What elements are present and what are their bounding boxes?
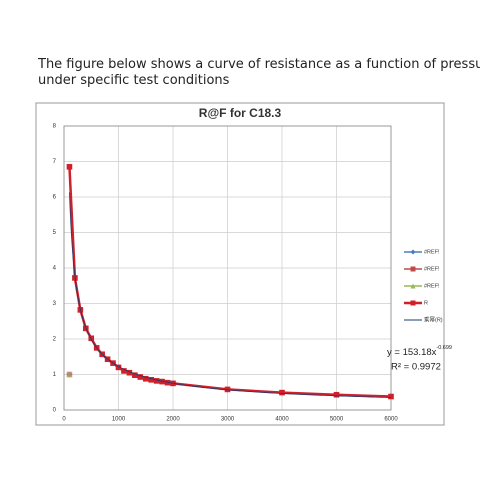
marker bbox=[410, 300, 416, 306]
equation-part: y = bbox=[387, 347, 403, 358]
marker bbox=[142, 375, 149, 382]
marker bbox=[164, 379, 171, 386]
y-tick-label: 5 bbox=[53, 230, 57, 236]
marker bbox=[153, 378, 160, 384]
marker bbox=[115, 364, 122, 371]
marker bbox=[159, 378, 165, 385]
y-tick-label: 2 bbox=[53, 337, 57, 343]
equation-part: -0.699 bbox=[436, 345, 452, 351]
equation-part: x bbox=[432, 347, 437, 358]
legend-label: R bbox=[424, 300, 428, 306]
caption-line: The figure below shows a curve of resist… bbox=[38, 57, 480, 72]
marker bbox=[333, 391, 340, 398]
x-tick-label: 4000 bbox=[275, 417, 289, 423]
marker bbox=[126, 369, 133, 376]
plot-area bbox=[63, 125, 392, 411]
marker bbox=[66, 371, 73, 378]
y-tick-label: 7 bbox=[53, 159, 57, 165]
y-tick-label: 8 bbox=[53, 124, 57, 130]
marker bbox=[148, 377, 154, 383]
legend-label: #REF! bbox=[424, 249, 440, 255]
legend-label: #REF! bbox=[424, 266, 440, 272]
x-tick-label: 2000 bbox=[166, 417, 180, 423]
legend-label: 乘幂(R) bbox=[424, 315, 443, 323]
y-tick-label: 6 bbox=[53, 195, 57, 201]
y-tick-label: 4 bbox=[53, 266, 57, 272]
legend-label: #REF! bbox=[424, 283, 440, 289]
trendline bbox=[69, 192, 392, 398]
x-tick-label: 5000 bbox=[330, 417, 344, 423]
x-tick-label: 6000 bbox=[384, 417, 398, 423]
x-tick-label: 0 bbox=[62, 417, 66, 423]
chart-title: R@F for C18.3 bbox=[199, 106, 282, 120]
marker bbox=[388, 393, 394, 400]
trend-equation: y = 153.18x-0.699 bbox=[387, 345, 452, 357]
marker bbox=[121, 368, 127, 374]
marker bbox=[224, 386, 231, 393]
chart-frame bbox=[35, 102, 445, 426]
marker bbox=[132, 372, 138, 379]
y-tick-label: 0 bbox=[53, 408, 57, 414]
x-tick-label: 1000 bbox=[112, 417, 126, 423]
equation-part: 153.18 bbox=[403, 347, 432, 358]
marker bbox=[410, 283, 416, 289]
r-squared: R² = 0.9972 bbox=[391, 362, 441, 373]
y-tick-label: 1 bbox=[53, 372, 57, 378]
marker bbox=[410, 266, 416, 272]
y-tick-label: 3 bbox=[53, 301, 57, 307]
marker bbox=[66, 164, 73, 170]
marker bbox=[279, 389, 285, 396]
caption-line: under specific test conditions bbox=[38, 73, 230, 88]
marker bbox=[410, 249, 416, 255]
x-tick-label: 3000 bbox=[221, 417, 235, 423]
marker bbox=[88, 335, 95, 342]
marker bbox=[137, 374, 144, 380]
